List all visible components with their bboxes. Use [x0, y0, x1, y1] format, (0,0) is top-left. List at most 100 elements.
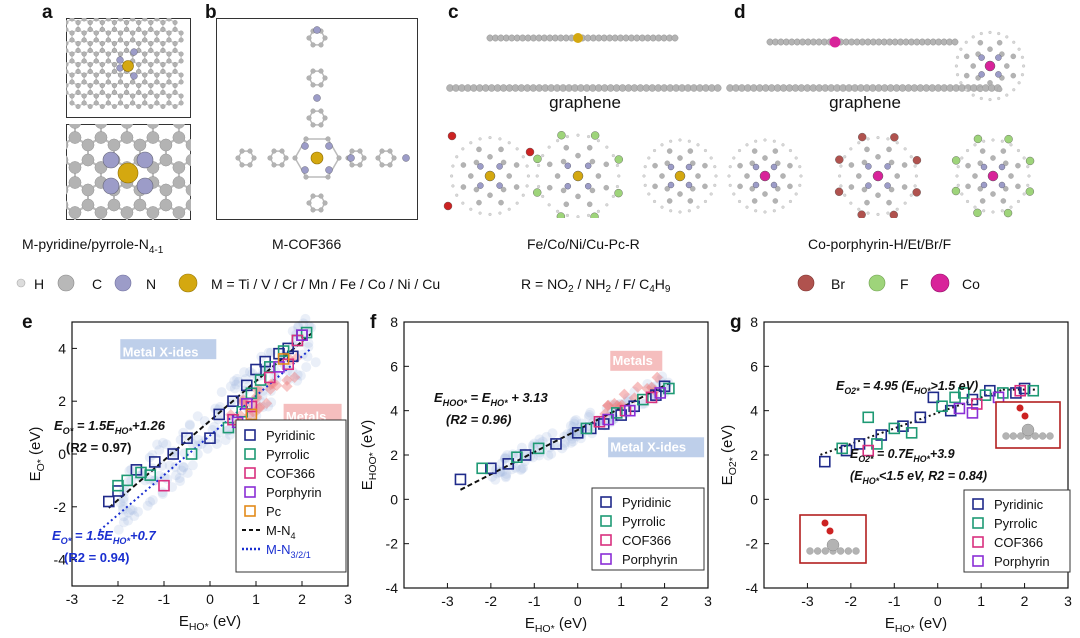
metal-xide-bg-point — [266, 397, 277, 408]
y-axis-label: EO2* (eV) — [720, 425, 739, 486]
hydrogen-atom — [794, 192, 798, 196]
metal-atom — [573, 33, 583, 43]
hydrogen-atom — [914, 174, 918, 178]
hydrogen-atom — [669, 139, 673, 143]
carbon-atom — [737, 162, 743, 169]
hydrogen-atom — [525, 184, 529, 188]
metal-xide-bg-point — [214, 410, 225, 421]
carbon-atom — [603, 161, 610, 168]
substituent-atom — [973, 208, 982, 218]
metal-atom — [310, 151, 324, 165]
carbon-atom — [677, 191, 683, 197]
legend-g-marker-porphyrin — [972, 555, 984, 567]
metal-xides-badge — [120, 339, 217, 360]
substituent-atom — [912, 156, 922, 165]
carbon-atom — [69, 51, 75, 57]
data-point-pyridinic — [897, 420, 909, 432]
metal-xide-bg-point — [292, 369, 303, 380]
carbon-atom — [172, 103, 178, 109]
carbon-atom — [75, 89, 81, 95]
carbon-atom — [185, 198, 191, 212]
substituent-atom — [590, 212, 599, 218]
metal-xide-bg-point — [175, 476, 186, 487]
hydrogen-atom — [461, 147, 465, 151]
metal-xide-bg-point — [157, 487, 168, 498]
hydrogen-atom — [647, 156, 651, 160]
hydrogen-atom — [909, 155, 913, 159]
metal-xide-bg-point — [118, 495, 129, 506]
hydrogen-atom — [971, 93, 975, 97]
substituent-atom — [525, 147, 535, 157]
carbon-atom — [93, 37, 99, 43]
carbon-atom — [146, 206, 160, 219]
carbon-atom — [160, 41, 166, 47]
carbon-atom — [75, 69, 81, 75]
carbon-atom — [586, 201, 593, 208]
carbon-atom — [487, 154, 493, 160]
carbon-atom — [148, 103, 154, 109]
x-tick-label: -2 — [845, 593, 858, 609]
data-point-pyridinic — [914, 411, 927, 424]
carbon-atom — [160, 69, 166, 75]
graphene-atom — [714, 84, 722, 92]
metal-xide-bg-point — [222, 425, 233, 436]
nitrogen-atom — [980, 181, 988, 189]
carbon-atom — [105, 79, 111, 85]
hydrogen-atom — [1020, 55, 1025, 59]
metal-atom — [117, 162, 139, 184]
metal-xide-bg-point — [187, 460, 198, 471]
carbon-atom — [603, 184, 610, 191]
hydrogen-atom — [713, 165, 717, 169]
carbon-atom — [154, 79, 160, 85]
graphene-label-d: graphene — [829, 93, 901, 112]
x-tick-label: -2 — [485, 593, 498, 609]
hydrogen-atom — [596, 209, 600, 213]
carbon-atom — [476, 146, 482, 153]
metal-xide-bg-point — [295, 370, 306, 381]
panel-d-porphyrin-structures: graphene — [726, 30, 1035, 218]
metal-xide-bg-point — [492, 468, 503, 479]
hydrogen-atom — [965, 199, 970, 204]
metal-xide-bg-point — [192, 449, 203, 460]
carbon-atom — [310, 42, 316, 48]
data-point-pyridinic — [213, 408, 225, 421]
carbon-atom — [172, 131, 186, 144]
metal-xides-badge — [608, 437, 705, 458]
hydrogen-atom — [660, 143, 664, 147]
nitrogen-atom — [980, 163, 988, 171]
fit-g-equation-low: EO2* = 0.7EHO*+3.9 — [850, 447, 955, 464]
hydrogen-atom — [982, 209, 986, 213]
carbon-atom — [563, 201, 570, 208]
y-tick-label: -2 — [54, 499, 67, 515]
metal-xide-bg-point — [113, 524, 124, 535]
hydrogen-atom — [615, 163, 619, 167]
carbon-atom — [563, 144, 570, 151]
hydrogen-atom — [498, 137, 502, 141]
carbon-atom — [318, 68, 324, 74]
metal-xide-bg-point — [585, 407, 596, 418]
carbon-atom — [498, 199, 504, 206]
carbon-atom — [99, 20, 105, 25]
carbon-atom — [136, 41, 142, 47]
nitrogen-atom — [865, 163, 872, 170]
x-tick-label: 3 — [344, 591, 352, 607]
carbon-atom — [306, 75, 312, 81]
hydrogen-atom — [886, 137, 890, 141]
nitrogen-atom — [325, 142, 333, 150]
fit-f-r2: (R2 = 0.96) — [446, 412, 511, 427]
hydrogen-atom — [745, 205, 749, 209]
metal-xide-bg-point — [170, 461, 181, 472]
carbon-atom — [124, 26, 130, 32]
nitrogen-atom — [325, 166, 333, 174]
carbon-atom — [687, 148, 694, 154]
metal-xide-bg-point — [202, 443, 213, 454]
carbon-atom — [659, 173, 665, 179]
carbon-atom — [81, 79, 87, 85]
nitrogen-atom — [770, 163, 778, 171]
y-tick-label: 0 — [58, 446, 66, 462]
carbon-atom — [987, 46, 993, 52]
hydrogen-atom — [1016, 199, 1021, 204]
carbon-atom — [166, 30, 172, 36]
carbon-atom — [69, 18, 75, 22]
hydrogen-atom — [866, 211, 870, 215]
